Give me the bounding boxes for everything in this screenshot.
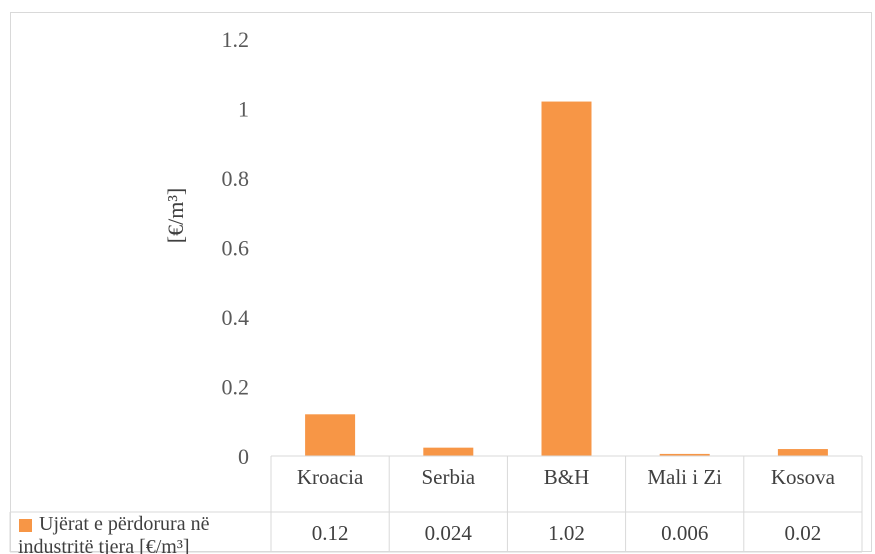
bar-series bbox=[305, 101, 828, 457]
legend: Ujërat e përdorura në industritë tjera [€… bbox=[18, 513, 210, 554]
data-table-value: 0.006 bbox=[661, 521, 708, 545]
y-tick-label: 0.8 bbox=[222, 166, 250, 191]
category-label: Kroacia bbox=[297, 465, 364, 489]
y-axis-label: [€/m³] bbox=[163, 188, 188, 243]
data-table-value: 0.02 bbox=[785, 521, 822, 545]
y-tick-label: 0.4 bbox=[222, 305, 250, 330]
category-label: Mali i Zi bbox=[647, 465, 722, 489]
data-table-value: 0.024 bbox=[425, 521, 473, 545]
y-tick-label: 1 bbox=[238, 97, 249, 122]
legend-label: Ujërat e përdorura në industritë tjera [€… bbox=[18, 513, 210, 554]
data-table-value: 0.12 bbox=[312, 521, 349, 545]
bar bbox=[541, 101, 592, 457]
data-table-value: 1.02 bbox=[548, 521, 585, 545]
legend-swatch bbox=[19, 519, 32, 532]
y-tick-label: 0 bbox=[238, 444, 249, 469]
bar bbox=[423, 447, 474, 456]
bar bbox=[777, 449, 828, 456]
bar bbox=[659, 453, 710, 456]
data-table: Kroacia 0.12 Serbia 0.024 B&H 1.02 Mali i Zi 0.… bbox=[9, 455, 863, 553]
y-tick-label: 0.2 bbox=[222, 375, 250, 400]
legend-label-line: Ujërat e përdorura në bbox=[39, 513, 210, 535]
category-label: Kosova bbox=[771, 465, 836, 489]
category-label: Serbia bbox=[421, 465, 475, 489]
y-tick-label: 1.2 bbox=[222, 27, 250, 52]
legend-label-line: industritë tjera [€/m³] bbox=[18, 536, 190, 554]
category-label: B&H bbox=[544, 465, 590, 489]
bar bbox=[305, 414, 356, 456]
y-tick-label: 0.6 bbox=[222, 236, 250, 261]
y-axis: 0 0.2 0.4 0.6 0.8 1 1.2 bbox=[222, 27, 250, 469]
